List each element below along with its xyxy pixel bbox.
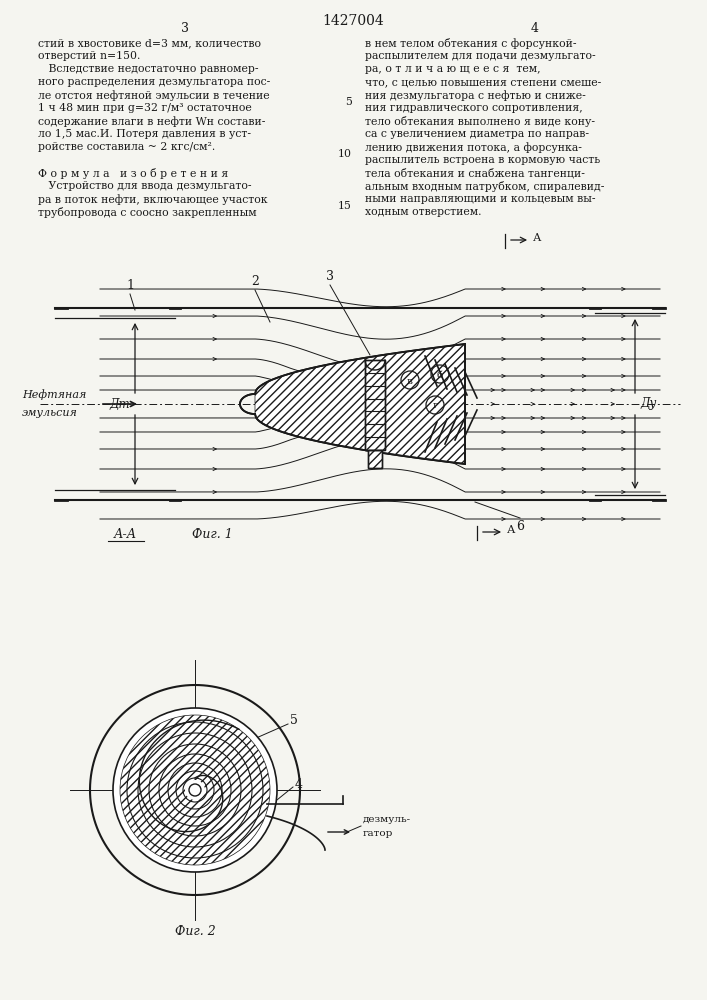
Text: б: б	[437, 370, 443, 379]
Text: Фиг. 1: Фиг. 1	[192, 528, 233, 541]
Text: 5: 5	[345, 97, 352, 107]
Text: тела обтекания и снабжена тангенци-: тела обтекания и снабжена тангенци-	[365, 168, 585, 178]
Text: 15: 15	[338, 201, 352, 211]
Text: А: А	[507, 525, 515, 535]
Bar	[365, 360, 385, 450]
Text: ния гидравлического сопротивления,: ния гидравлического сопротивления,	[365, 103, 583, 113]
Text: 2: 2	[251, 275, 259, 288]
Circle shape	[113, 708, 277, 872]
Text: ходным отверстием.: ходным отверстием.	[365, 207, 481, 217]
Text: Устройство для ввода дезмульгато-: Устройство для ввода дезмульгато-	[38, 181, 252, 191]
Text: лению движения потока, а форсунка-: лению движения потока, а форсунка-	[365, 142, 582, 153]
Text: 1: 1	[126, 279, 134, 292]
Text: ло 1,5 мас.И. Потеря давления в уст-: ло 1,5 мас.И. Потеря давления в уст-	[38, 129, 251, 139]
Bar	[368, 450, 382, 468]
Text: 10: 10	[338, 149, 352, 159]
Bar	[368, 450, 382, 468]
Text: А: А	[533, 233, 542, 243]
Text: Нефтяная: Нефтяная	[22, 390, 86, 400]
Text: в: в	[407, 376, 413, 385]
Text: ле отстоя нефтяной эмульсии в течение: ле отстоя нефтяной эмульсии в течение	[38, 90, 269, 101]
Text: 3: 3	[181, 22, 189, 35]
Text: Ду: Ду	[640, 397, 656, 410]
Text: трубопровода с соосно закрепленным: трубопровода с соосно закрепленным	[38, 207, 257, 218]
Text: распылитель встроена в кормовую часть: распылитель встроена в кормовую часть	[365, 155, 600, 165]
Text: Дт: Дт	[110, 397, 130, 410]
Text: ными направляющими и кольцевым вы-: ными направляющими и кольцевым вы-	[365, 194, 595, 204]
Text: эмульсия: эмульсия	[22, 408, 78, 418]
Text: 4: 4	[295, 778, 303, 792]
Text: 4: 4	[531, 22, 539, 35]
Text: 1427004: 1427004	[322, 14, 384, 28]
Text: 6: 6	[516, 520, 524, 533]
Polygon shape	[240, 344, 465, 464]
Circle shape	[185, 780, 205, 800]
Text: А-А: А-А	[113, 528, 136, 541]
Text: Ф о р м у л а   и з о б р е т е н и я: Ф о р м у л а и з о б р е т е н и я	[38, 168, 228, 179]
Text: отверстий n=150.: отверстий n=150.	[38, 51, 141, 61]
Text: что, с целью повышения степени смеше-: что, с целью повышения степени смеше-	[365, 77, 601, 87]
Text: Вследствие недостаточно равномер-: Вследствие недостаточно равномер-	[38, 64, 259, 74]
Text: гатор: гатор	[363, 828, 393, 838]
Text: ния дезмульгатора с нефтью и сниже-: ния дезмульгатора с нефтью и сниже-	[365, 90, 586, 101]
Text: г: г	[432, 401, 438, 410]
Text: ра, о т л и ч а ю щ е е с я  тем,: ра, о т л и ч а ю щ е е с я тем,	[365, 64, 541, 74]
Text: 3: 3	[326, 270, 334, 283]
Text: распылителем для подачи дезмульгато-: распылителем для подачи дезмульгато-	[365, 51, 595, 61]
Text: альным входным патрубком, спиралевид-: альным входным патрубком, спиралевид-	[365, 181, 604, 192]
Text: стий в хвостовике d=3 мм, количество: стий в хвостовике d=3 мм, количество	[38, 38, 261, 48]
Text: ра в поток нефти, включающее участок: ра в поток нефти, включающее участок	[38, 194, 268, 205]
Text: тело обтекания выполнено я виде кону-: тело обтекания выполнено я виде кону-	[365, 116, 595, 127]
Text: са с увеличением диаметра по направ-: са с увеличением диаметра по направ-	[365, 129, 589, 139]
Text: ного распределения дезмульгатора пос-: ного распределения дезмульгатора пос-	[38, 77, 270, 87]
Bar	[368, 450, 382, 468]
Text: 5: 5	[290, 714, 298, 726]
Text: в нем телом обтекания с форсункой-: в нем телом обтекания с форсункой-	[365, 38, 576, 49]
Text: Фиг. 2: Фиг. 2	[175, 925, 216, 938]
Text: дезмуль-: дезмуль-	[363, 816, 411, 824]
Bar	[365, 360, 385, 450]
Text: ройстве составила ~ 2 кгс/см².: ройстве составила ~ 2 кгс/см².	[38, 142, 215, 152]
Text: содержание влаги в нефти Wн состави-: содержание влаги в нефти Wн состави-	[38, 116, 265, 127]
Text: 1 ч 48 мин при g=32 г/м³ остаточное: 1 ч 48 мин при g=32 г/м³ остаточное	[38, 103, 252, 113]
Bar	[365, 360, 385, 450]
Circle shape	[189, 784, 201, 796]
